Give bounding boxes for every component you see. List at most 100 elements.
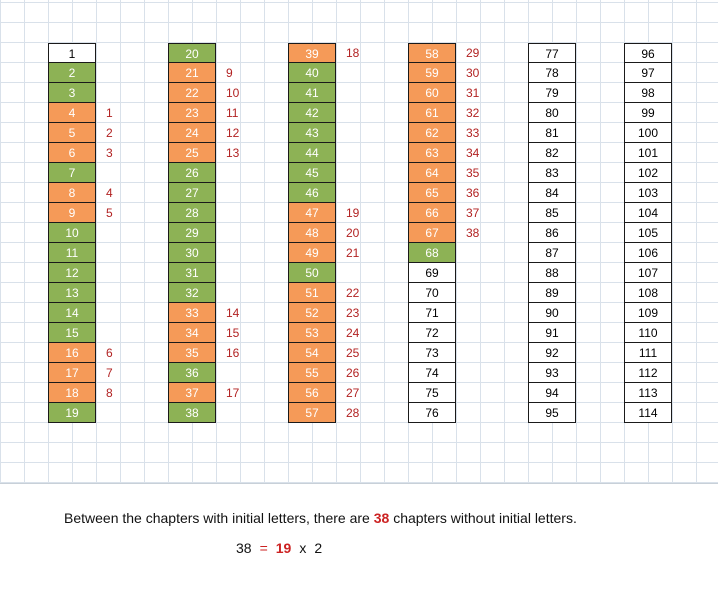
chapter-cell[interactable]: 40 [288,63,336,83]
chapter-cell[interactable]: 48 [288,223,336,243]
chapter-cell[interactable]: 53 [288,323,336,343]
chapter-cell[interactable]: 85 [528,203,576,223]
chapter-cell[interactable]: 10 [48,223,96,243]
chapter-cell[interactable]: 50 [288,263,336,283]
chapter-cell[interactable]: 26 [168,163,216,183]
chapter-cell[interactable]: 113 [624,383,672,403]
chapter-cell[interactable]: 19 [48,403,96,423]
chapter-cell[interactable]: 99 [624,103,672,123]
chapter-cell[interactable]: 97 [624,63,672,83]
chapter-cell[interactable]: 68 [408,243,456,263]
chapter-cell[interactable]: 55 [288,363,336,383]
chapter-cell[interactable]: 77 [528,43,576,63]
chapter-cell[interactable]: 23 [168,103,216,123]
chapter-cell[interactable]: 60 [408,83,456,103]
chapter-cell[interactable]: 86 [528,223,576,243]
chapter-cell[interactable]: 71 [408,303,456,323]
chapter-cell[interactable]: 100 [624,123,672,143]
chapter-cell[interactable]: 12 [48,263,96,283]
chapter-cell[interactable]: 81 [528,123,576,143]
chapter-cell[interactable]: 2 [48,63,96,83]
chapter-cell[interactable]: 9 [48,203,96,223]
chapter-cell[interactable]: 109 [624,303,672,323]
chapter-cell[interactable]: 98 [624,83,672,103]
chapter-cell[interactable]: 49 [288,243,336,263]
chapter-cell[interactable]: 96 [624,43,672,63]
chapter-cell[interactable]: 15 [48,323,96,343]
chapter-cell[interactable]: 38 [168,403,216,423]
chapter-cell[interactable]: 65 [408,183,456,203]
chapter-cell[interactable]: 8 [48,183,96,203]
chapter-cell[interactable]: 11 [48,243,96,263]
chapter-cell[interactable]: 88 [528,263,576,283]
chapter-cell[interactable]: 35 [168,343,216,363]
chapter-cell[interactable]: 89 [528,283,576,303]
chapter-cell[interactable]: 1 [48,43,96,63]
chapter-cell[interactable]: 21 [168,63,216,83]
chapter-cell[interactable]: 61 [408,103,456,123]
chapter-cell[interactable]: 17 [48,363,96,383]
chapter-cell[interactable]: 75 [408,383,456,403]
chapter-cell[interactable]: 104 [624,203,672,223]
chapter-cell[interactable]: 47 [288,203,336,223]
chapter-cell[interactable]: 24 [168,123,216,143]
chapter-cell[interactable]: 91 [528,323,576,343]
chapter-cell[interactable]: 22 [168,83,216,103]
chapter-cell[interactable]: 31 [168,263,216,283]
chapter-cell[interactable]: 7 [48,163,96,183]
chapter-cell[interactable]: 20 [168,43,216,63]
chapter-cell[interactable]: 111 [624,343,672,363]
chapter-cell[interactable]: 101 [624,143,672,163]
chapter-cell[interactable]: 107 [624,263,672,283]
chapter-cell[interactable]: 14 [48,303,96,323]
chapter-cell[interactable]: 94 [528,383,576,403]
chapter-cell[interactable]: 25 [168,143,216,163]
chapter-cell[interactable]: 93 [528,363,576,383]
chapter-cell[interactable]: 45 [288,163,336,183]
chapter-cell[interactable]: 30 [168,243,216,263]
chapter-cell[interactable]: 78 [528,63,576,83]
chapter-cell[interactable]: 4 [48,103,96,123]
chapter-cell[interactable]: 16 [48,343,96,363]
chapter-cell[interactable]: 41 [288,83,336,103]
chapter-cell[interactable]: 63 [408,143,456,163]
chapter-cell[interactable]: 33 [168,303,216,323]
chapter-cell[interactable]: 72 [408,323,456,343]
chapter-cell[interactable]: 105 [624,223,672,243]
chapter-cell[interactable]: 90 [528,303,576,323]
chapter-cell[interactable]: 13 [48,283,96,303]
chapter-cell[interactable]: 92 [528,343,576,363]
chapter-cell[interactable]: 36 [168,363,216,383]
chapter-cell[interactable]: 29 [168,223,216,243]
chapter-cell[interactable]: 82 [528,143,576,163]
chapter-cell[interactable]: 108 [624,283,672,303]
chapter-cell[interactable]: 54 [288,343,336,363]
chapter-cell[interactable]: 79 [528,83,576,103]
chapter-cell[interactable]: 69 [408,263,456,283]
chapter-cell[interactable]: 52 [288,303,336,323]
chapter-cell[interactable]: 43 [288,123,336,143]
chapter-cell[interactable]: 114 [624,403,672,423]
chapter-cell[interactable]: 37 [168,383,216,403]
chapter-cell[interactable]: 67 [408,223,456,243]
chapter-cell[interactable]: 32 [168,283,216,303]
chapter-cell[interactable]: 44 [288,143,336,163]
chapter-cell[interactable]: 59 [408,63,456,83]
chapter-cell[interactable]: 39 [288,43,336,63]
chapter-cell[interactable]: 57 [288,403,336,423]
chapter-cell[interactable]: 80 [528,103,576,123]
chapter-cell[interactable]: 87 [528,243,576,263]
chapter-cell[interactable]: 84 [528,183,576,203]
chapter-cell[interactable]: 28 [168,203,216,223]
chapter-cell[interactable]: 73 [408,343,456,363]
chapter-cell[interactable]: 64 [408,163,456,183]
chapter-cell[interactable]: 62 [408,123,456,143]
chapter-cell[interactable]: 46 [288,183,336,203]
chapter-cell[interactable]: 106 [624,243,672,263]
chapter-cell[interactable]: 70 [408,283,456,303]
chapter-cell[interactable]: 51 [288,283,336,303]
chapter-cell[interactable]: 103 [624,183,672,203]
chapter-cell[interactable]: 66 [408,203,456,223]
chapter-cell[interactable]: 42 [288,103,336,123]
chapter-cell[interactable]: 112 [624,363,672,383]
